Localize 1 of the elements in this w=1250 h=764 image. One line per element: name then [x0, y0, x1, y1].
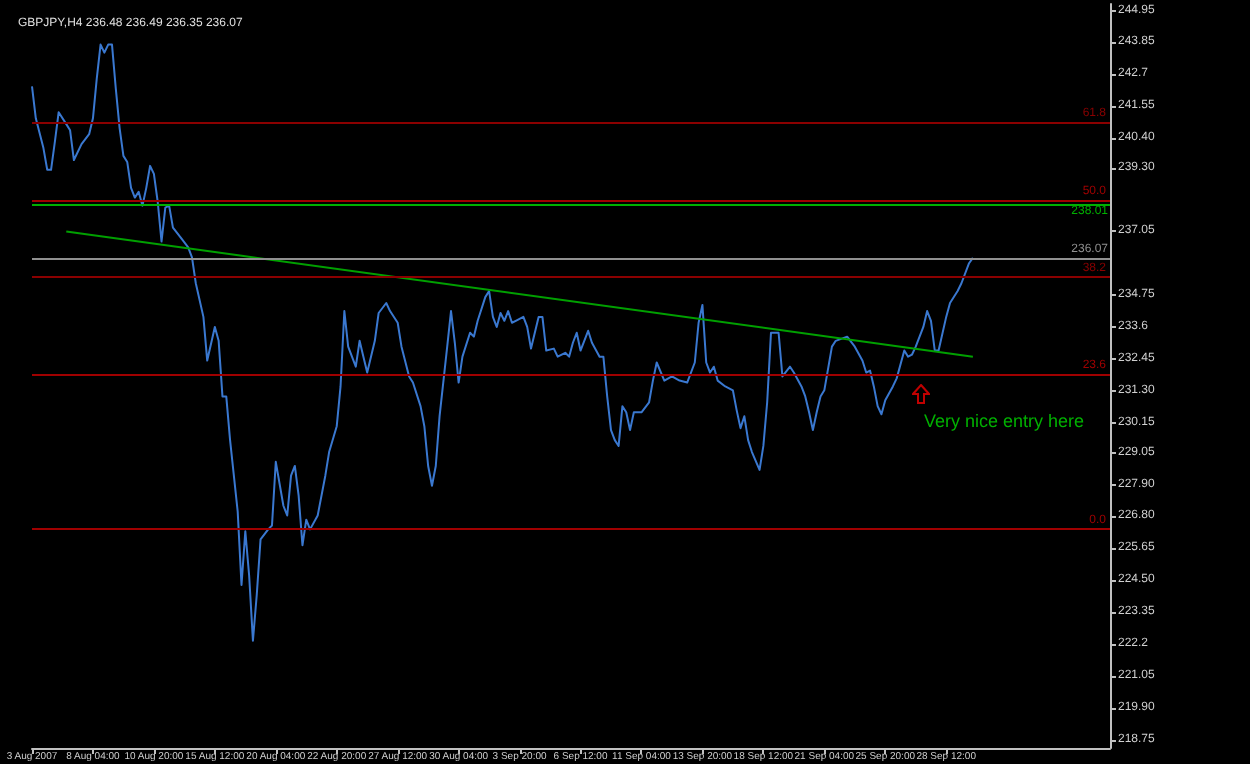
annotation: Very nice entry here [924, 411, 1085, 431]
